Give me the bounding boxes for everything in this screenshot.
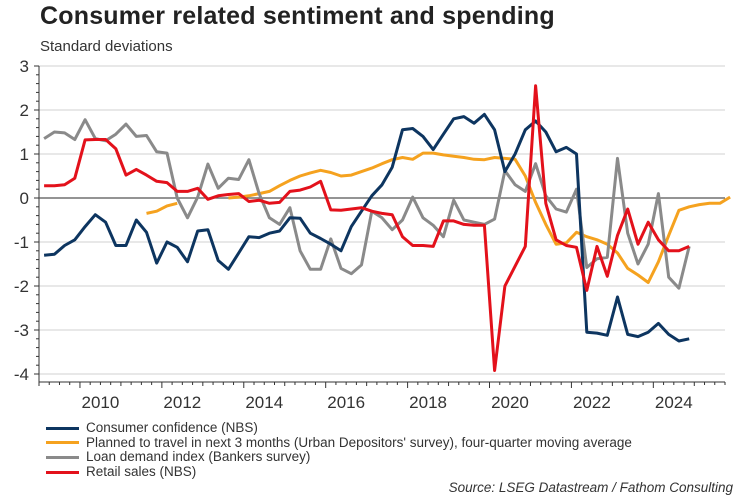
series-planned-travel [146, 201, 178, 215]
chart-title: Consumer related sentiment and spending [40, 2, 555, 30]
y-tick-label: 1 [20, 145, 29, 164]
x-tick-label: 2018 [409, 393, 447, 412]
y-tick-label: 3 [20, 57, 29, 76]
legend-label: Retail sales (NBS) [86, 463, 197, 479]
x-tick-label: 2022 [573, 393, 611, 412]
series-lines [43, 84, 731, 372]
legend-swatch-consumer-confidence [46, 426, 79, 430]
legend-item-loan-demand: Loan demand index (Bankers survey) [46, 450, 632, 465]
x-tick-label: 2012 [163, 393, 201, 412]
y-tick-label: 0 [20, 189, 29, 208]
legend-swatch-planned-travel [46, 441, 79, 445]
legend-item-consumer-confidence: Consumer confidence (NBS) [46, 420, 632, 436]
x-tick-label: 2020 [491, 393, 529, 412]
x-tick-label: 2014 [245, 393, 283, 412]
y-tick-label: -3 [14, 321, 29, 340]
legend-item-retail-sales: Retail sales (NBS) [46, 463, 632, 480]
legend-label: Consumer confidence (NBS) [86, 420, 258, 435]
legend-label: Planned to travel in next 3 months (Urba… [86, 434, 632, 450]
series-planned-travel [228, 151, 731, 284]
y-tick-label: -1 [14, 233, 29, 252]
legend-swatch-loan-demand [46, 455, 79, 459]
x-tick-label: 2010 [82, 393, 120, 412]
series-consumer-confidence [43, 112, 690, 343]
legend-item-planned-travel: Planned to travel in next 3 months (Urba… [46, 434, 632, 451]
legend-swatch-retail-sales [46, 470, 79, 474]
y-tick-label: -4 [14, 365, 29, 384]
y-tick-label: 2 [20, 101, 29, 120]
series-retail-sales [44, 84, 690, 372]
legend: Consumer confidence (NBS) Planned to tra… [46, 420, 632, 480]
chart-subtitle: Standard deviations [40, 38, 173, 55]
y-tick-label: -2 [14, 277, 29, 296]
axes [34, 65, 726, 388]
y-tick-labels: 3 2 1 0 -1 -2 -3 -4 [14, 57, 29, 384]
legend-label: Loan demand index (Bankers survey) [86, 449, 311, 465]
source-note: Source: LSEG Datastream / Fathom Consult… [448, 480, 733, 495]
x-tick-labels: 2010 2012 2014 2016 2018 2020 2022 2024 [82, 393, 693, 412]
x-tick-label: 2016 [327, 393, 365, 412]
gridlines [39, 65, 725, 375]
x-tick-label: 2024 [655, 393, 693, 412]
